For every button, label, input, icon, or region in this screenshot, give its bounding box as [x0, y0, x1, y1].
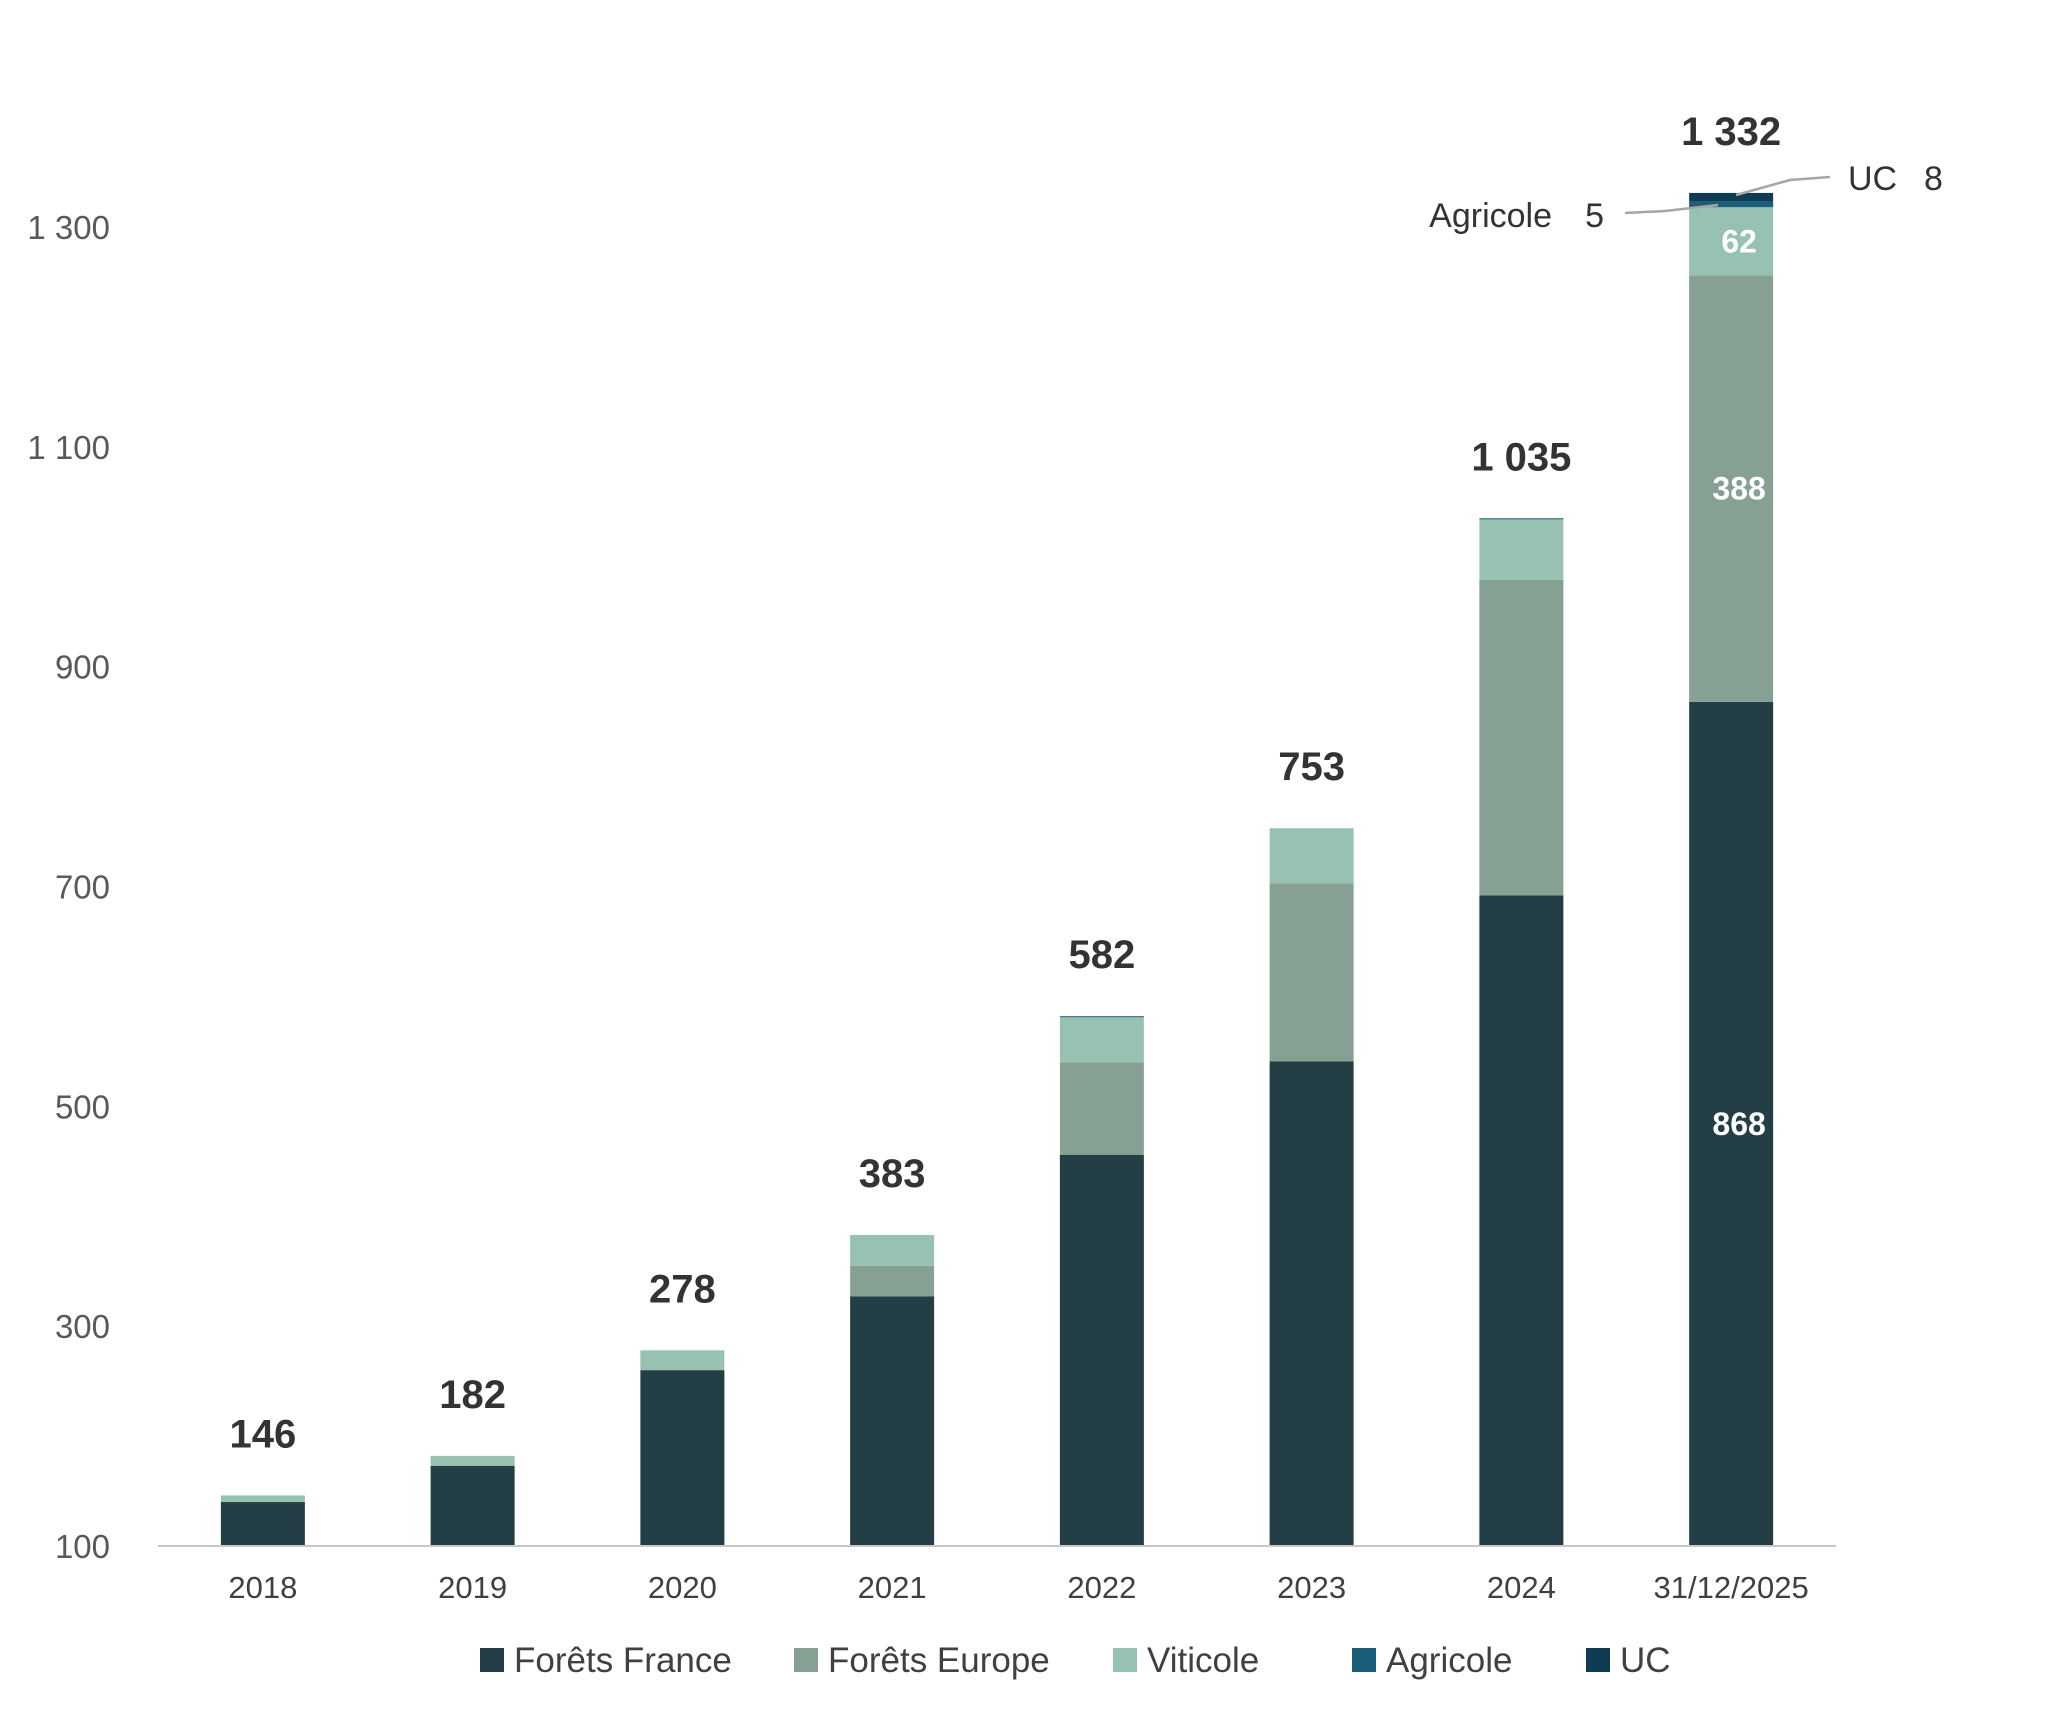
x-tick-label: 2019	[438, 1570, 507, 1605]
bar-segment	[220, 1502, 305, 1546]
legend-swatch	[480, 1648, 504, 1672]
uc-leader-line	[1735, 175, 1831, 197]
bar-segment	[220, 1495, 305, 1503]
bar-segment	[430, 1455, 515, 1466]
uc-callout-value: 8	[1924, 160, 1943, 198]
y-tick-label: 900	[55, 649, 110, 686]
bar-segment	[1479, 519, 1564, 580]
y-tick-label: 1 100	[27, 429, 110, 466]
bar-segment	[1269, 1061, 1354, 1546]
bar-segment	[850, 1265, 935, 1297]
total-label: 182	[439, 1373, 506, 1417]
x-axis: 2018 2019 2020 2021 2022 2023 2024 31/12/2025	[228, 1570, 1808, 1605]
y-tick-label: 300	[55, 1308, 110, 1345]
total-label: 383	[859, 1152, 926, 1196]
legend-label: Forêts France	[514, 1641, 732, 1680]
y-tick-label: 1 300	[27, 209, 110, 246]
bar-segment	[850, 1234, 935, 1266]
segment-label: 62	[1721, 223, 1757, 259]
total-label: 1 332	[1681, 110, 1781, 154]
bar-segment	[1689, 207, 1774, 276]
agricole-callout-value: 5	[1585, 197, 1604, 235]
x-tick-label: 2020	[648, 1570, 717, 1605]
legend-swatch	[1113, 1648, 1137, 1672]
y-tick-label: 500	[55, 1088, 110, 1125]
legend: Forêts France Forêts Europe Viticole Agrico…	[480, 1641, 1671, 1680]
x-tick-label: 2018	[228, 1570, 297, 1605]
total-labels: 146 182 278 383 582 753 1 035 1 332	[230, 110, 1782, 1457]
bar-segment	[1689, 201, 1774, 208]
total-label: 146	[230, 1412, 297, 1456]
bar-segment	[1689, 275, 1774, 702]
bar-segment	[1269, 883, 1354, 1062]
total-label: 582	[1069, 933, 1136, 977]
bar-segment	[1269, 828, 1354, 884]
bar-segment	[1059, 1017, 1144, 1063]
legend-label: UC	[1620, 1641, 1671, 1680]
x-tick-label: 2022	[1067, 1570, 1136, 1605]
x-tick-label: 2021	[858, 1570, 927, 1605]
legend-swatch	[1586, 1648, 1610, 1672]
bar-segment	[430, 1465, 515, 1546]
x-tick-label: 2024	[1487, 1570, 1556, 1605]
uc-callout-name: UC	[1848, 160, 1897, 198]
bar-segment	[1479, 579, 1564, 896]
segment-labels: 868 388 62	[1712, 223, 1765, 1142]
legend-label: Viticole	[1147, 1641, 1259, 1680]
bar-segment	[1689, 192, 1774, 202]
y-tick-label: 100	[55, 1528, 110, 1565]
bar-segment	[1059, 1062, 1144, 1155]
bar-segment	[1059, 1154, 1144, 1546]
bar-segment	[640, 1370, 725, 1546]
x-tick-label: 31/12/2025	[1654, 1570, 1809, 1605]
legend-swatch	[794, 1648, 818, 1672]
agricole-callout-name: Agricole	[1429, 197, 1552, 235]
bar-segment	[640, 1350, 725, 1371]
bar-segment	[1689, 701, 1774, 1546]
bars	[220, 192, 1774, 1546]
x-tick-label: 2023	[1277, 1570, 1346, 1605]
total-label: 1 035	[1471, 435, 1571, 479]
agricole-leader-line	[1624, 203, 1719, 215]
y-axis: 100 300 500 700 900 1 100 1 300	[27, 209, 110, 1565]
y-tick-label: 700	[55, 869, 110, 906]
bar-segment	[1479, 895, 1564, 1546]
total-label: 753	[1278, 745, 1345, 789]
legend-label: Agricole	[1386, 1641, 1512, 1680]
bar-segment	[1479, 518, 1564, 520]
legend-label: Forêts Europe	[828, 1641, 1050, 1680]
uc-callout: UC 8	[1735, 160, 1943, 198]
segment-label: 868	[1712, 1106, 1765, 1142]
bar-segment	[1059, 1016, 1144, 1018]
total-label: 278	[649, 1267, 716, 1311]
bar-segment	[850, 1296, 935, 1546]
agricole-callout: Agricole 5	[1429, 197, 1719, 235]
segment-label: 388	[1712, 471, 1765, 507]
legend-swatch	[1352, 1648, 1376, 1672]
